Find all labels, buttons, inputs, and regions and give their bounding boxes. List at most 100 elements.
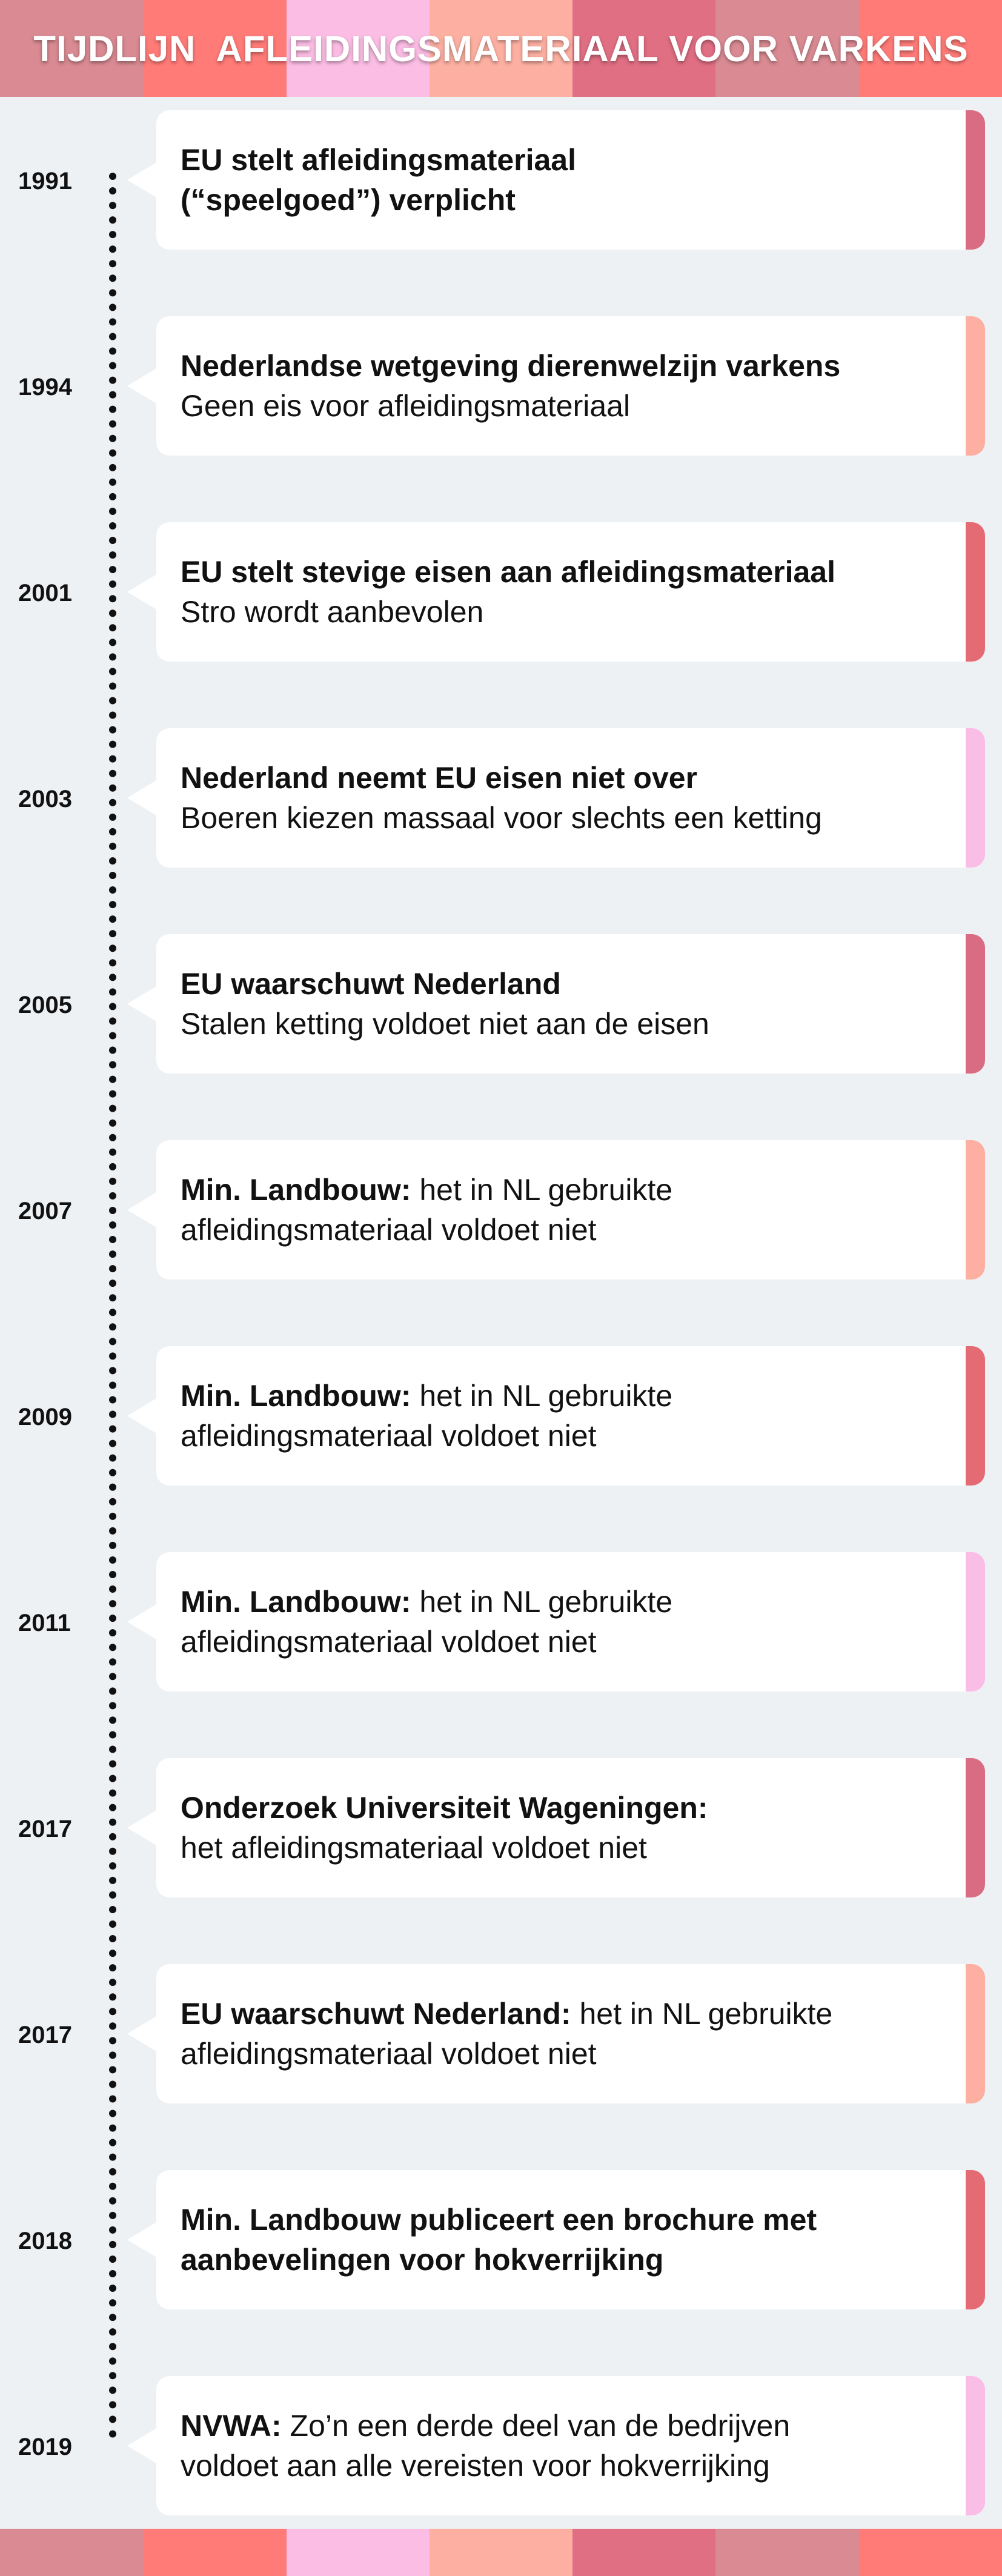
page-title: TIJDLIJN AFLEIDINGSMATERIAAL VOOR VARKEN… <box>33 28 969 69</box>
timeline-item: 2018 Min. Landbouw publiceert een brochur… <box>0 2170 1002 2309</box>
timeline-item: 2001 EU stelt stevige eisen aan afleiding… <box>0 522 1002 662</box>
timeline-item: 2019 NVWA: Zo’n een derde deel van de bed… <box>0 2376 1002 2515</box>
card-line-1: EU waarschuwt Nederland: het in NL gebru… <box>181 1994 937 2034</box>
card-line-1-bold: Nederland neemt EU eisen niet over <box>181 761 698 795</box>
card-line-2-rest: afleidingsmateriaal voldoet niet <box>181 1419 597 1453</box>
card-line-2-rest: Boeren kiezen massaal voor slechts een k… <box>181 801 822 835</box>
card-line-1-bold: EU waarschuwt Nederland <box>181 967 561 1001</box>
timeline-year: 2005 <box>18 992 72 1018</box>
card-accent-bar <box>966 1552 985 1691</box>
card-line-1: NVWA: Zo’n een derde deel van de bedrijv… <box>181 2406 937 2446</box>
card-pointer <box>127 780 158 816</box>
timeline-dotted-line <box>109 173 116 2438</box>
timeline-item: 2003 Nederland neemt EU eisen niet over Bo… <box>0 728 1002 868</box>
card-line-1: EU stelt afleidingsmateriaal <box>181 140 937 180</box>
stripe-segment <box>286 2529 430 2576</box>
card-line-2: afleidingsmateriaal voldoet niet <box>181 1210 937 1250</box>
card-line-2-rest: voldoet aan alle vereisten voor hokverri… <box>181 2449 770 2483</box>
card-line-2-rest: het afleidingsmateriaal voldoet niet <box>181 1831 647 1865</box>
stripe-segment <box>572 2529 716 2576</box>
card-line-2: Stro wordt aanbevolen <box>181 592 937 632</box>
card-line-1-bold: NVWA: <box>181 2409 282 2443</box>
timeline-card: Min. Landbouw publiceert een brochure me… <box>156 2170 985 2309</box>
timeline-card: Min. Landbouw: het in NL gebruikte afleid… <box>156 1346 985 1486</box>
card-accent-bar <box>966 728 985 868</box>
stripe-segment <box>858 2529 1002 2576</box>
card-line-1: EU waarschuwt Nederland <box>181 964 937 1004</box>
timeline-card: EU waarschuwt Nederland: het in NL gebru… <box>156 1964 985 2103</box>
card-line-2-bold: aanbevelingen voor hokverrijking <box>181 2243 664 2277</box>
timeline-card: EU stelt stevige eisen aan afleidingsmat… <box>156 522 985 662</box>
card-line-1-bold: Onderzoek Universiteit Wageningen: <box>181 1791 708 1825</box>
timeline-year: 2009 <box>18 1404 72 1430</box>
card-line-2: aanbevelingen voor hokverrijking <box>181 2240 937 2280</box>
timeline-year: 2017 <box>18 2022 72 2048</box>
card-line-2: voldoet aan alle vereisten voor hokverri… <box>181 2446 937 2486</box>
card-line-2: afleidingsmateriaal voldoet niet <box>181 1416 937 1456</box>
card-line-1: Min. Landbouw publiceert een brochure me… <box>181 2200 937 2240</box>
timeline-year: 1994 <box>18 374 72 400</box>
card-line-1-rest: het in NL gebruikte <box>571 1997 833 2031</box>
card-line-1: Nederlandse wetgeving dierenwelzijn vark… <box>181 346 937 386</box>
card-pointer <box>127 1810 158 1846</box>
timeline-year: 2007 <box>18 1198 72 1224</box>
timeline-card: Nederlandse wetgeving dierenwelzijn vark… <box>156 316 985 456</box>
card-line-2: het afleidingsmateriaal voldoet niet <box>181 1828 937 1868</box>
timeline-year: 2017 <box>18 1816 72 1842</box>
card-line-2-rest: Stro wordt aanbevolen <box>181 595 484 629</box>
timeline-card: Min. Landbouw: het in NL gebruikte afleid… <box>156 1552 985 1691</box>
card-line-1-rest: het in NL gebruikte <box>411 1379 673 1413</box>
card-pointer <box>127 1604 158 1640</box>
card-accent-bar <box>966 1758 985 1897</box>
timeline-year: 2019 <box>18 2434 72 2460</box>
timeline-card: Nederland neemt EU eisen niet over Boeren… <box>156 728 985 868</box>
card-line-1-bold: Min. Landbouw publiceert een brochure me… <box>181 2203 817 2237</box>
card-pointer <box>127 1192 158 1228</box>
timeline-item: 1994 Nederlandse wetgeving dierenwelzijn … <box>0 316 1002 456</box>
card-accent-bar <box>966 1964 985 2103</box>
card-line-1: EU stelt stevige eisen aan afleidingsmat… <box>181 552 937 592</box>
stripe-segment <box>429 0 573 97</box>
card-pointer <box>127 162 158 198</box>
card-pointer <box>127 574 158 610</box>
card-line-1-rest: het in NL gebruikte <box>411 1173 673 1207</box>
card-line-2: Boeren kiezen massaal voor slechts een k… <box>181 798 937 838</box>
card-line-2-rest: Stalen ketting voldoet niet aan de eisen <box>181 1007 709 1041</box>
timeline-item: 1991 EU stelt afleidingsmateriaal (“speelg… <box>0 110 1002 250</box>
timeline-card: Onderzoek Universiteit Wageningen: het af… <box>156 1758 985 1897</box>
card-line-1: Min. Landbouw: het in NL gebruikte <box>181 1376 937 1416</box>
footer-stripes <box>0 2529 1002 2576</box>
timeline-card: Min. Landbouw: het in NL gebruikte afleid… <box>156 1140 985 1280</box>
stripe-segment <box>286 0 430 97</box>
stripe-segment <box>0 2529 144 2576</box>
card-accent-bar <box>966 2170 985 2309</box>
stripe-segment <box>715 2529 859 2576</box>
timeline-year: 2011 <box>18 1610 71 1636</box>
card-pointer <box>127 2016 158 2052</box>
timeline-item: 2007 Min. Landbouw: het in NL gebruikte af… <box>0 1140 1002 1280</box>
card-line-2-rest: Geen eis voor afleidingsmateriaal <box>181 389 631 423</box>
card-line-2-rest: afleidingsmateriaal voldoet niet <box>181 1625 597 1659</box>
card-line-1: Min. Landbouw: het in NL gebruikte <box>181 1170 937 1210</box>
card-line-1-bold: Nederlandse wetgeving dierenwelzijn vark… <box>181 349 841 383</box>
stripe-segment <box>0 0 144 97</box>
timeline-item: 2005 EU waarschuwt Nederland Stalen kettin… <box>0 934 1002 1074</box>
card-line-1-bold: EU waarschuwt Nederland: <box>181 1997 571 2031</box>
card-pointer <box>127 986 158 1022</box>
card-line-1-bold: EU stelt stevige eisen aan afleidingsmat… <box>181 555 836 589</box>
header-stripes <box>0 0 1002 97</box>
card-line-2-rest: afleidingsmateriaal voldoet niet <box>181 2037 597 2071</box>
card-line-1-bold: Min. Landbouw: <box>181 1585 411 1619</box>
timeline-item: 2017 Onderzoek Universiteit Wageningen: he… <box>0 1758 1002 1897</box>
card-line-2: Stalen ketting voldoet niet aan de eisen <box>181 1004 937 1044</box>
card-pointer <box>127 368 158 404</box>
card-line-2: afleidingsmateriaal voldoet niet <box>181 2034 937 2074</box>
stripe-segment <box>143 0 287 97</box>
timeline-year: 2003 <box>18 786 72 812</box>
card-line-2-bold: (“speelgoed”) verplicht <box>181 183 516 217</box>
card-pointer <box>127 2222 158 2258</box>
timeline-item: 2009 Min. Landbouw: het in NL gebruikte af… <box>0 1346 1002 1486</box>
timeline-year: 2018 <box>18 2228 72 2254</box>
timeline-year: 2001 <box>18 580 72 606</box>
stripe-segment <box>572 0 716 97</box>
